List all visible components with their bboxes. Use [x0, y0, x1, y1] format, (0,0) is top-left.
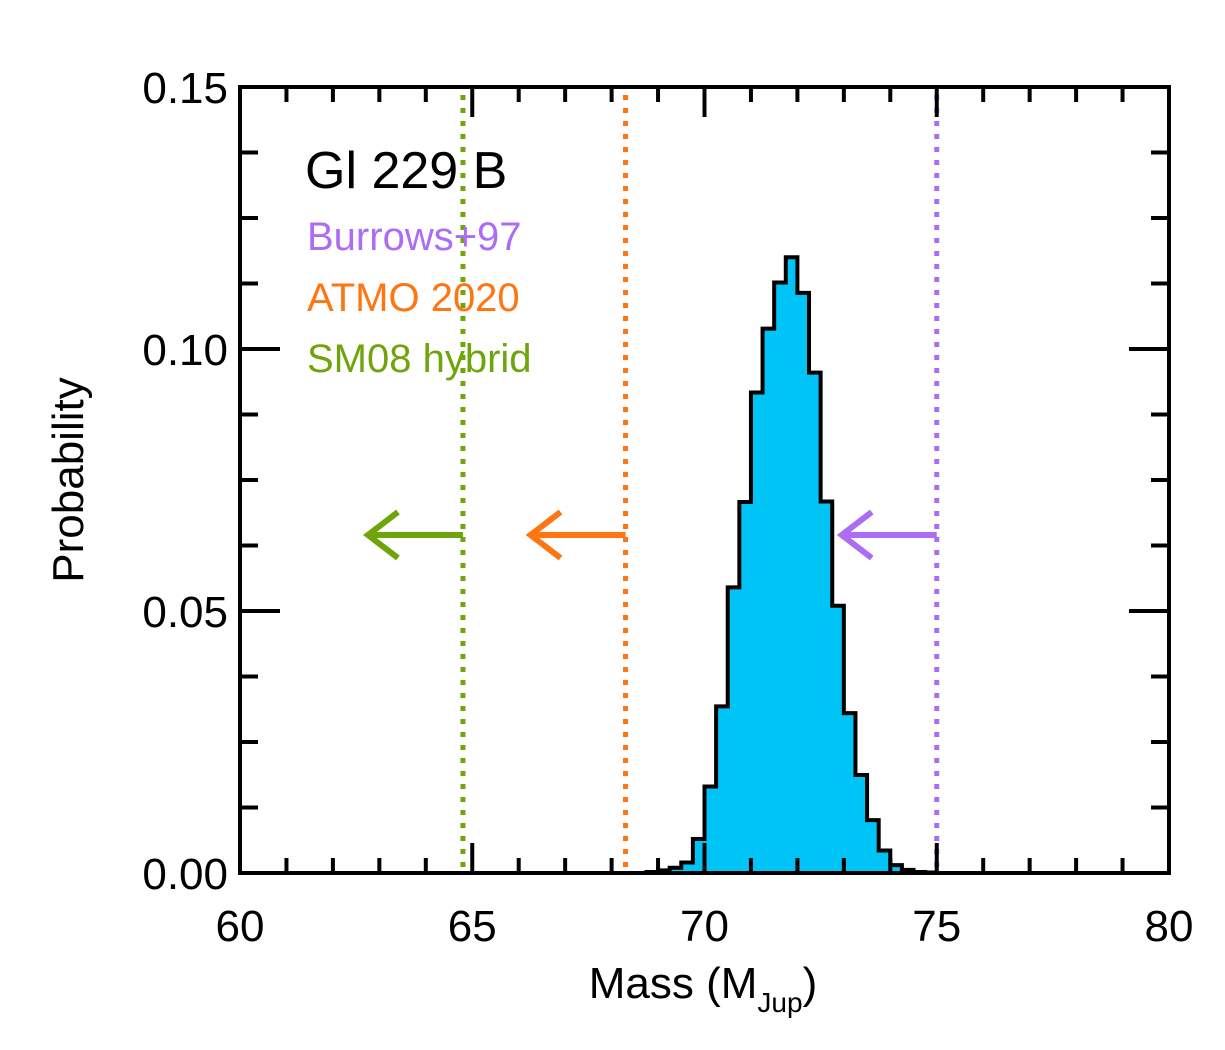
histogram-bar	[774, 282, 787, 873]
legend: Burrows+97 ATMO 2020 SM08 hybrid	[307, 215, 532, 381]
x-axis-title: Mass (MJup)	[589, 959, 817, 1018]
axis-ticks	[240, 87, 1169, 873]
y-axis-title: Probability	[44, 377, 93, 582]
histogram-bar	[843, 713, 857, 873]
x-axis-title-subscript: Jup	[757, 987, 802, 1018]
y-tick-label: 0.05	[142, 588, 228, 637]
histogram-bar	[704, 786, 717, 873]
chart-title: Gl 229 B	[305, 142, 507, 200]
histogram-bar	[890, 865, 903, 873]
y-tick-label: 0.15	[142, 64, 228, 113]
histogram-bar	[809, 372, 822, 873]
plot-frame	[238, 85, 1171, 875]
legend-entry: SM08 hybrid	[307, 337, 532, 381]
histogram-outline	[644, 255, 939, 875]
x-tick-label: 60	[216, 902, 265, 951]
histogram-bar	[727, 587, 740, 873]
histogram-bar	[762, 328, 775, 874]
legend-entry: ATMO 2020	[307, 276, 520, 320]
legend-entry: Burrows+97	[307, 215, 522, 259]
histogram-bar	[681, 862, 694, 873]
histogram-bar	[669, 867, 682, 873]
histogram-bar	[785, 257, 798, 873]
histogram-bar	[878, 850, 891, 873]
axis-tick-labels: 60 65 70 75 80 0.00 0.05 0.10 0.15	[142, 64, 1193, 951]
histogram-bar	[739, 502, 752, 873]
limit-arrows	[363, 509, 937, 561]
histogram	[644, 255, 939, 875]
limit-arrow	[836, 509, 937, 561]
histogram-bar	[692, 838, 706, 873]
x-tick-label: 70	[680, 902, 729, 951]
histogram-bar	[797, 292, 810, 873]
histogram-bar	[820, 501, 833, 873]
x-tick-label: 80	[1145, 902, 1194, 951]
histogram-bar	[750, 392, 764, 873]
model-limit-lines	[460, 95, 940, 873]
limit-arrow	[525, 509, 626, 561]
x-axis-title-main: Mass (M	[589, 959, 758, 1008]
histogram-bar	[832, 605, 845, 873]
x-tick-label: 65	[448, 902, 497, 951]
x-axis-title-close: )	[803, 959, 818, 1008]
y-tick-label: 0.00	[142, 850, 228, 899]
histogram-bar	[855, 775, 868, 873]
histogram-bar	[867, 820, 880, 873]
limit-arrow	[363, 509, 463, 561]
x-tick-label: 75	[912, 902, 961, 951]
y-tick-label: 0.10	[142, 326, 228, 375]
histogram-bar	[716, 706, 729, 873]
